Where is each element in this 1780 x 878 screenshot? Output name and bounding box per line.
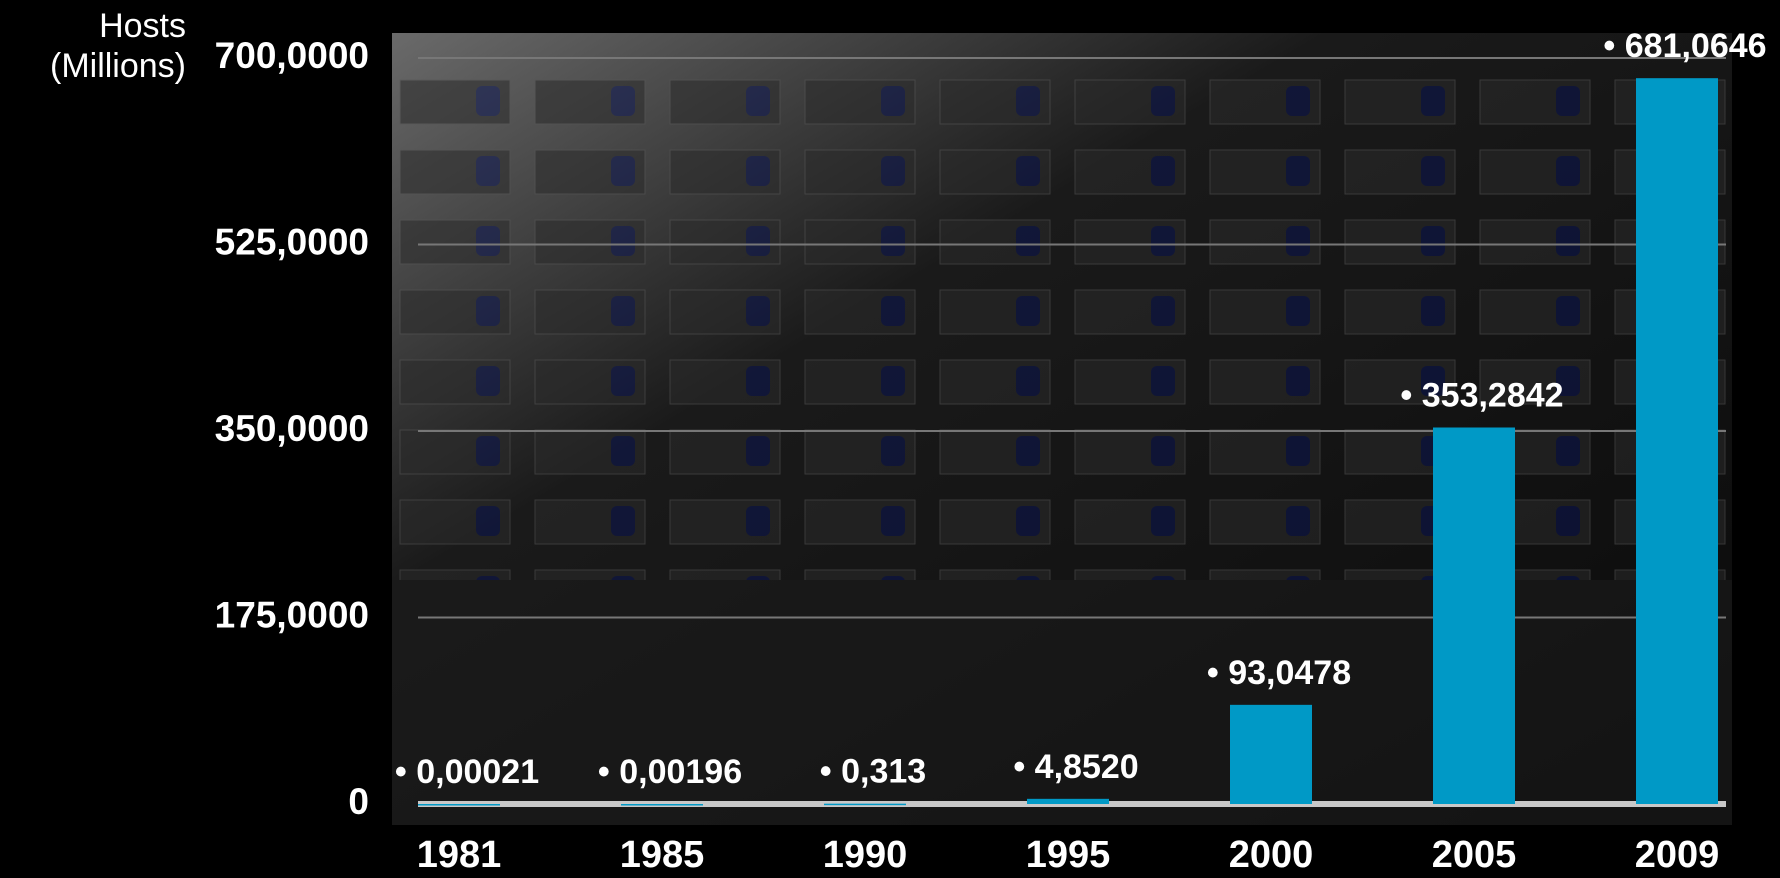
y-tick-label: 0 [348,781,369,822]
x-tick-label: 1981 [417,834,502,876]
x-tick-label: 1985 [620,834,705,876]
bar [418,803,500,806]
bar [1230,704,1312,804]
x-tick-label: 1995 [1026,834,1111,876]
x-tick-label: 2000 [1229,834,1314,876]
server-racks [392,60,1732,580]
x-tick-label: 1990 [823,834,908,876]
value-label: • 681,0646 [1603,27,1766,65]
value-label: • 93,0478 [1207,654,1351,692]
value-label: • 0,313 [820,753,926,791]
x-tick-label: 2009 [1635,834,1720,876]
value-label: • 4,8520 [1013,748,1138,786]
x-tick-label: 2005 [1432,834,1517,876]
bar [621,803,703,806]
y-tick-label: 175,0000 [215,594,369,635]
bar [1636,78,1718,804]
bar [824,803,906,806]
y-tick-label: 525,0000 [215,221,369,262]
bar [1433,427,1515,804]
bar [1027,798,1109,804]
y-tick-label: 700,0000 [215,35,369,76]
y-axis-title: Hosts (Millions) [50,7,186,85]
value-label: • 0,00021 [395,753,539,791]
value-label: • 0,00196 [598,753,742,791]
y-tick-label: 350,0000 [215,408,369,449]
value-label: • 353,2842 [1400,376,1563,414]
